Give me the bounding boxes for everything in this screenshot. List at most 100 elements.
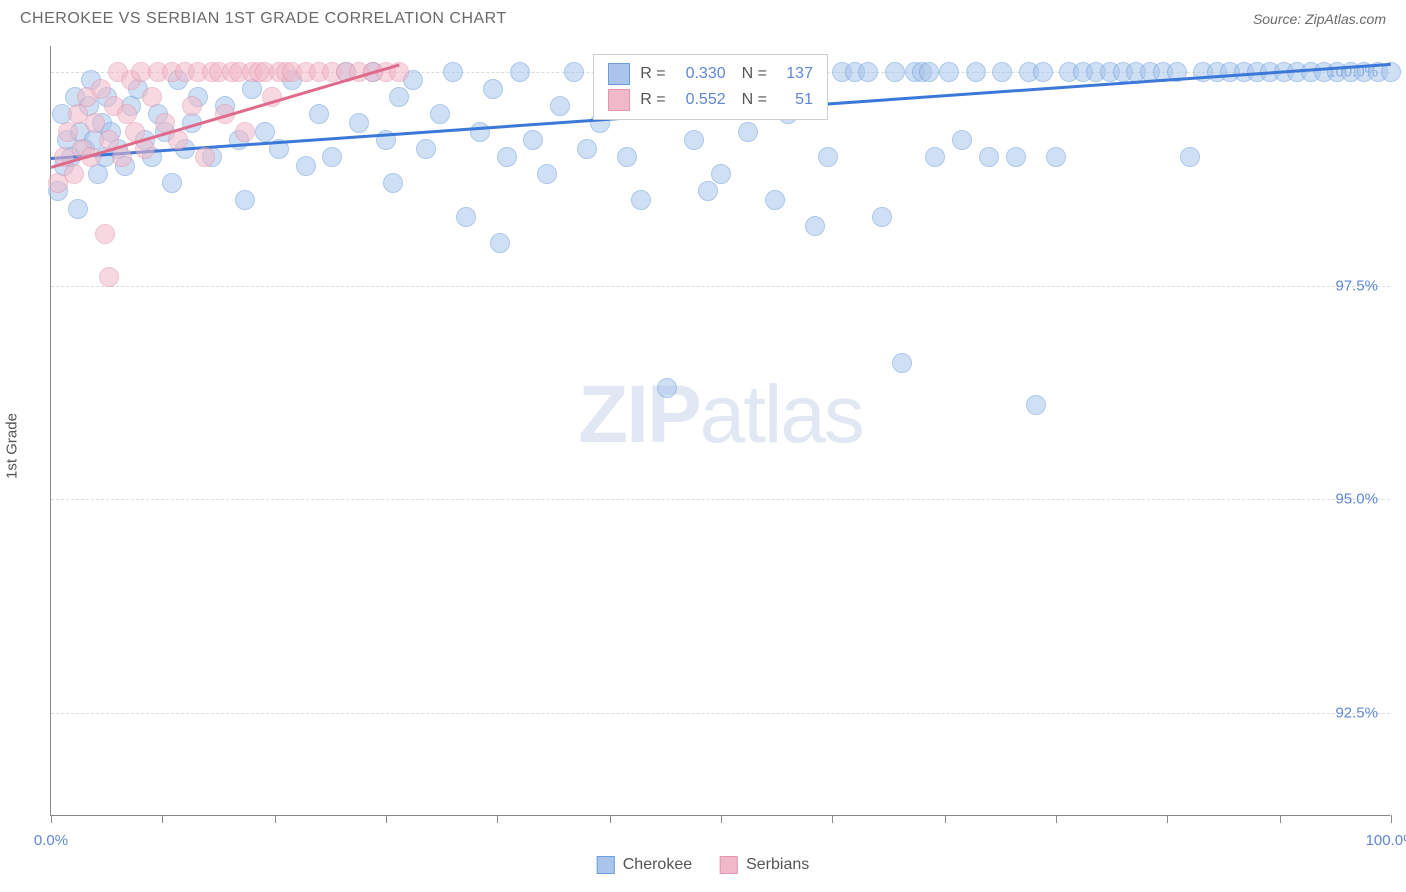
scatter-point xyxy=(657,378,677,398)
scatter-point xyxy=(1026,395,1046,415)
scatter-point xyxy=(523,130,543,150)
legend-label: Serbians xyxy=(746,856,809,874)
plot-region: ZIPatlas 92.5%95.0%97.5%100.0%0.0%100.0%… xyxy=(50,46,1390,816)
scatter-point xyxy=(242,79,262,99)
x-tick xyxy=(1280,815,1281,823)
x-tick xyxy=(832,815,833,823)
scatter-point xyxy=(617,147,637,167)
scatter-point xyxy=(91,79,111,99)
r-value: 0.552 xyxy=(676,91,726,109)
x-tick xyxy=(275,815,276,823)
legend-swatch xyxy=(720,856,738,874)
scatter-point xyxy=(85,113,105,133)
scatter-point xyxy=(885,62,905,82)
x-tick-label: 100.0% xyxy=(1366,832,1406,849)
correlation-legend: R =0.330N =137R =0.552N =51 xyxy=(593,54,828,120)
scatter-point xyxy=(483,79,503,99)
watermark: ZIPatlas xyxy=(578,368,863,462)
scatter-point xyxy=(925,147,945,167)
scatter-point xyxy=(456,207,476,227)
scatter-point xyxy=(235,122,255,142)
scatter-point xyxy=(490,233,510,253)
scatter-point xyxy=(892,353,912,373)
scatter-point xyxy=(195,147,215,167)
scatter-point xyxy=(1033,62,1053,82)
scatter-point xyxy=(64,164,84,184)
scatter-point xyxy=(631,190,651,210)
scatter-point xyxy=(919,62,939,82)
scatter-point xyxy=(497,147,517,167)
watermark-bold: ZIP xyxy=(578,369,700,460)
x-tick xyxy=(1056,815,1057,823)
x-tick xyxy=(721,815,722,823)
scatter-point xyxy=(577,139,597,159)
legend-item: Cherokee xyxy=(597,856,692,874)
x-tick xyxy=(1391,815,1392,823)
legend-swatch xyxy=(608,89,630,111)
scatter-point xyxy=(162,173,182,193)
x-tick xyxy=(1167,815,1168,823)
scatter-point xyxy=(88,164,108,184)
scatter-point xyxy=(99,267,119,287)
legend-label: Cherokee xyxy=(623,856,692,874)
legend-item: Serbians xyxy=(720,856,809,874)
scatter-point xyxy=(550,96,570,116)
n-value: 51 xyxy=(777,91,813,109)
scatter-point xyxy=(939,62,959,82)
chart-source: Source: ZipAtlas.com xyxy=(1253,11,1386,27)
gridline-h xyxy=(51,713,1390,714)
scatter-point xyxy=(952,130,972,150)
n-label: N = xyxy=(742,91,767,109)
r-value: 0.330 xyxy=(676,65,726,83)
x-tick xyxy=(945,815,946,823)
scatter-point xyxy=(537,164,557,184)
legend-swatch xyxy=(597,856,615,874)
x-tick xyxy=(610,815,611,823)
correlation-row: R =0.330N =137 xyxy=(608,61,813,87)
scatter-point xyxy=(443,62,463,82)
x-tick-label: 0.0% xyxy=(34,832,68,849)
scatter-point xyxy=(68,199,88,219)
gridline-h xyxy=(51,499,1390,500)
gridline-h xyxy=(51,286,1390,287)
n-value: 137 xyxy=(777,65,813,83)
watermark-light: atlas xyxy=(700,369,863,460)
y-tick-label: 92.5% xyxy=(1335,705,1378,722)
chart-title: CHEROKEE VS SERBIAN 1ST GRADE CORRELATIO… xyxy=(20,10,507,28)
y-axis-label: 1st Grade xyxy=(4,413,21,479)
scatter-point xyxy=(309,104,329,124)
scatter-point xyxy=(58,122,78,142)
scatter-point xyxy=(1180,147,1200,167)
scatter-point xyxy=(389,87,409,107)
scatter-point xyxy=(235,190,255,210)
scatter-point xyxy=(416,139,436,159)
scatter-point xyxy=(992,62,1012,82)
y-tick-label: 97.5% xyxy=(1335,277,1378,294)
scatter-point xyxy=(564,62,584,82)
y-tick-label: 95.0% xyxy=(1335,491,1378,508)
scatter-point xyxy=(738,122,758,142)
scatter-point xyxy=(684,130,704,150)
scatter-point xyxy=(296,156,316,176)
x-tick xyxy=(51,815,52,823)
scatter-point xyxy=(182,96,202,116)
scatter-point xyxy=(711,164,731,184)
scatter-point xyxy=(1046,147,1066,167)
bottom-legend: Cherokee Serbians xyxy=(597,856,810,874)
scatter-point xyxy=(858,62,878,82)
x-tick xyxy=(162,815,163,823)
scatter-point xyxy=(95,224,115,244)
scatter-point xyxy=(765,190,785,210)
r-label: R = xyxy=(640,91,665,109)
scatter-point xyxy=(142,87,162,107)
scatter-point xyxy=(322,147,342,167)
scatter-point xyxy=(818,147,838,167)
scatter-point xyxy=(430,104,450,124)
scatter-point xyxy=(510,62,530,82)
legend-swatch xyxy=(608,63,630,85)
scatter-point xyxy=(979,147,999,167)
n-label: N = xyxy=(742,65,767,83)
scatter-point xyxy=(349,113,369,133)
scatter-point xyxy=(872,207,892,227)
scatter-point xyxy=(255,122,275,142)
